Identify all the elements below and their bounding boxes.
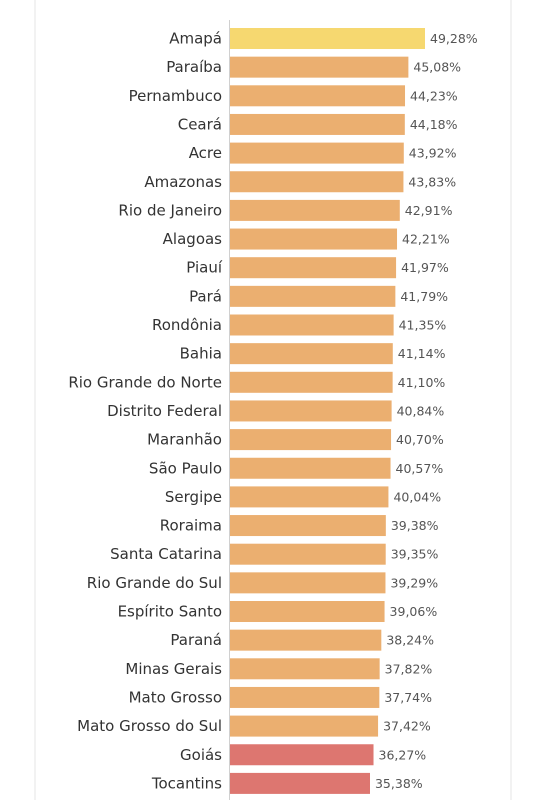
category-label: Rio de Janeiro <box>118 201 222 219</box>
value-label: 40,04% <box>393 489 441 504</box>
value-label: 43,83% <box>408 174 456 189</box>
bar <box>230 28 425 49</box>
value-label: 39,29% <box>390 575 438 590</box>
category-label: Rio Grande do Norte <box>68 373 222 391</box>
value-label: 42,21% <box>402 232 450 247</box>
bar <box>230 572 386 594</box>
category-label: Rondônia <box>152 316 222 334</box>
category-label: Piauí <box>186 259 223 277</box>
bar <box>230 715 379 737</box>
bar <box>230 457 391 479</box>
value-label: 41,79% <box>400 289 448 304</box>
bar <box>230 199 400 221</box>
category-label: São Paulo <box>149 459 222 477</box>
category-label: Ceará <box>178 115 222 133</box>
value-label: 45,08% <box>413 60 461 75</box>
value-label: 42,91% <box>405 203 453 218</box>
category-label: Roraima <box>160 517 222 535</box>
category-label: Mato Grosso do Sul <box>77 717 222 735</box>
value-label: 38,24% <box>386 633 434 648</box>
bar <box>230 113 405 135</box>
category-label: Alagoas <box>163 230 223 248</box>
bar <box>230 314 394 336</box>
value-label: 49,28% <box>430 31 478 46</box>
bar <box>230 56 409 78</box>
category-label: Sergipe <box>165 488 222 506</box>
category-label: Santa Catarina <box>110 545 222 563</box>
category-label: Bahia <box>180 345 222 363</box>
value-label: 39,38% <box>391 518 439 533</box>
value-label: 41,14% <box>398 346 446 361</box>
bar <box>230 371 393 393</box>
value-label: 44,18% <box>410 117 458 132</box>
bar <box>230 142 404 164</box>
bar <box>230 486 389 508</box>
category-label: Amazonas <box>144 173 222 191</box>
bar <box>230 429 392 451</box>
bar <box>230 85 406 107</box>
value-label: 37,82% <box>385 661 433 676</box>
category-label: Paraná <box>170 631 222 649</box>
bar <box>230 658 380 680</box>
value-label: 40,70% <box>396 432 444 447</box>
category-label: Goiás <box>180 746 222 764</box>
bar <box>230 601 385 622</box>
category-label: Pernambuco <box>129 87 222 105</box>
bar <box>230 543 386 565</box>
bar <box>230 171 404 193</box>
category-label: Pará <box>189 287 222 305</box>
category-label: Minas Gerais <box>125 660 222 678</box>
bar <box>230 285 396 307</box>
bar <box>230 629 382 651</box>
value-label: 35,38% <box>375 776 423 791</box>
category-label: Mato Grosso <box>129 688 222 706</box>
category-label: Paraíba <box>166 58 222 76</box>
bar <box>230 228 398 250</box>
value-label: 44,23% <box>410 88 458 103</box>
value-label: 36,27% <box>379 747 427 762</box>
category-label: Tocantins <box>151 774 222 792</box>
bar-rows: Amapá 49,28% Paraíba 45,08% Pernambuco 44,23%… <box>68 28 478 794</box>
value-label: 37,74% <box>384 690 432 705</box>
bar <box>230 257 397 279</box>
value-label: 41,10% <box>398 375 446 390</box>
category-label: Rio Grande do Sul <box>87 574 222 592</box>
bar <box>230 744 374 766</box>
value-label: 41,97% <box>401 260 449 275</box>
value-label: 43,92% <box>409 146 457 161</box>
category-label: Distrito Federal <box>107 402 222 420</box>
category-label: Acre <box>189 144 222 162</box>
bar <box>230 686 380 708</box>
bar <box>230 400 392 422</box>
value-label: 39,06% <box>390 604 438 619</box>
category-label: Amapá <box>169 30 222 48</box>
bar <box>230 772 370 794</box>
category-label: Maranhão <box>147 431 222 449</box>
value-label: 37,42% <box>383 719 431 734</box>
value-label: 40,57% <box>396 461 444 476</box>
value-label: 39,35% <box>391 547 439 562</box>
category-label: Espírito Santo <box>118 603 222 621</box>
value-label: 40,84% <box>397 403 445 418</box>
bar <box>230 515 386 537</box>
bar <box>230 343 393 365</box>
value-label: 41,35% <box>399 318 447 333</box>
